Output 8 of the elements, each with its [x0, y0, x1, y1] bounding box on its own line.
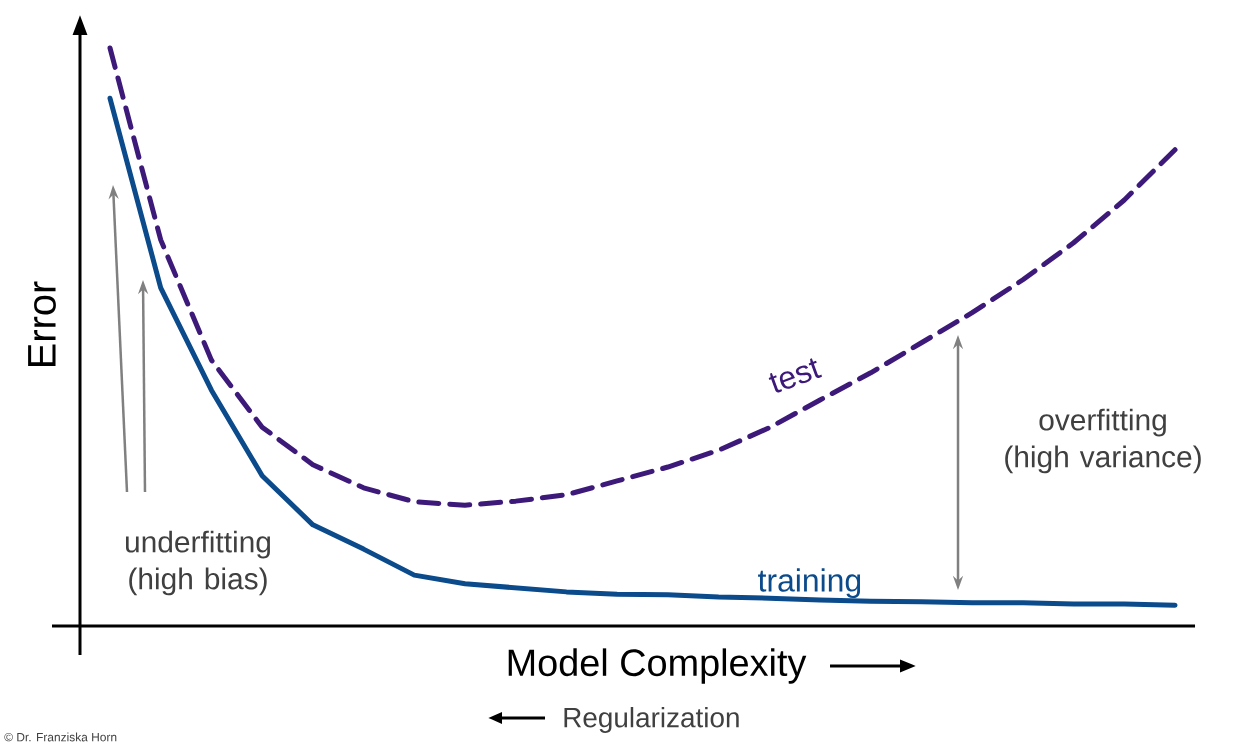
y-axis-title: Error [28, 281, 56, 367]
annotation: overfitting (high variance) [1005, 408, 1201, 474]
annotation: underfitting (high bias) [126, 530, 270, 596]
x-axis-title: Model Complexity [508, 648, 807, 684]
text: © Dr. Franziska Horn [4, 732, 117, 742]
series-label: training [758, 568, 861, 599]
text: test [768, 358, 823, 393]
text: Regularization [564, 707, 739, 733]
